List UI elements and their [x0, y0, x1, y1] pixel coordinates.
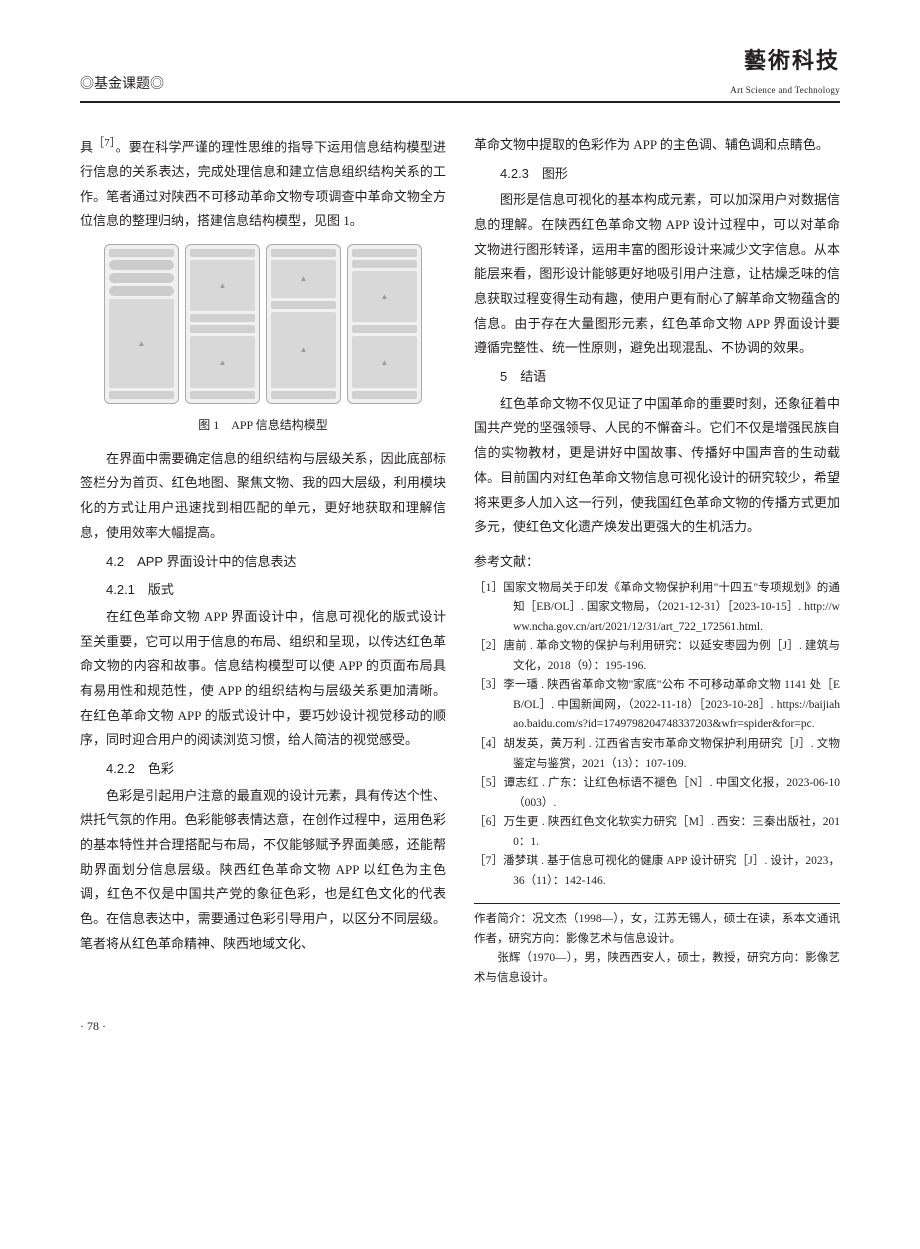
reference-item: ［1］国家文物局关于印发《革命文物保护利用"十四五"专项规划》的通知［EB/OL…	[474, 579, 840, 638]
left-column: 具［7］。要在科学严谨的理性思维的指导下运用信息结构模型进行信息的关系表达，完成…	[80, 133, 446, 989]
journal-logo: 藝術科技 Art Science and Technology	[730, 40, 840, 99]
paragraph: 在红色革命文物 APP 界面设计中，信息可视化的版式设计至关重要，它可以用于信息…	[80, 605, 446, 753]
right-column: 革命文物中提取的色彩作为 APP 的主色调、辅色调和点睛色。 4.2.3 图形 …	[474, 133, 840, 989]
phone-mock	[266, 244, 341, 404]
author-bio-label: 作者简介：	[474, 913, 532, 925]
heading-4-2: 4.2 APP 界面设计中的信息表达	[80, 550, 446, 575]
reference-item: ［4］胡发英，黄万利 . 江西省吉安市革命文物保护利用研究［J］. 文物鉴定与鉴…	[474, 735, 840, 774]
two-column-layout: 具［7］。要在科学严谨的理性思维的指导下运用信息结构模型进行信息的关系表达，完成…	[80, 133, 840, 989]
paragraph: 在界面中需要确定信息的组织结构与层级关系，因此底部标签栏分为首页、红色地图、聚焦…	[80, 447, 446, 546]
reference-item: ［2］唐前 . 革命文物的保护与利用研究：以延安枣园为例［J］. 建筑与文化，2…	[474, 637, 840, 676]
journal-subtitle: Art Science and Technology	[730, 82, 840, 99]
heading-5: 5 结语	[474, 365, 840, 390]
journal-name: 藝術科技	[730, 40, 840, 82]
page-header: ◎基金课题◎ 藝術科技 Art Science and Technology	[80, 40, 840, 103]
paragraph: 红色革命文物不仅见证了中国革命的重要时刻，还象征着中国共产党的坚强领导、人民的不…	[474, 392, 840, 540]
reference-item: ［7］潘梦琪 . 基于信息可视化的健康 APP 设计研究［J］. 设计，2023…	[474, 852, 840, 891]
reference-item: ［5］谭志红 . 广东：让红色标语不褪色［N］. 中国文化报，2023-06-1…	[474, 774, 840, 813]
text-run: 具	[80, 139, 93, 154]
reference-item: ［3］李一璠 . 陕西省革命文物"家底"公布 不可移动革命文物 1141 处［E…	[474, 676, 840, 735]
figure-caption: 图 1 APP 信息结构模型	[80, 414, 446, 437]
heading-4-2-3: 4.2.3 图形	[474, 162, 840, 187]
references-title: 参考文献：	[474, 550, 840, 575]
paragraph: 具［7］。要在科学严谨的理性思维的指导下运用信息结构模型进行信息的关系表达，完成…	[80, 133, 446, 234]
text-run: 。要在科学严谨的理性思维的指导下运用信息结构模型进行信息的关系表达，完成处理信息…	[80, 139, 446, 228]
phone-mock	[104, 244, 179, 404]
reference-item: ［6］万生更 . 陕西红色文化软实力研究［M］. 西安：三秦出版社，2010：1…	[474, 813, 840, 852]
author-bio: 作者简介：况文杰（1998—），女，江苏无锡人，硕士在读，系本文通讯作者，研究方…	[474, 910, 840, 949]
phone-mock	[347, 244, 422, 404]
author-bio: 张辉（1970—），男，陕西西安人，硕士，教授，研究方向：影像艺术与信息设计。	[474, 949, 840, 988]
section-label: ◎基金课题◎	[80, 72, 164, 99]
paragraph: 色彩是引起用户注意的最直观的设计元素，具有传达个性、烘托气氛的作用。色彩能够表情…	[80, 784, 446, 957]
citation-sup: ［7］	[93, 137, 115, 149]
author-bio-section: 作者简介：况文杰（1998—），女，江苏无锡人，硕士在读，系本文通讯作者，研究方…	[474, 903, 840, 988]
phone-mock	[185, 244, 260, 404]
paragraph: 革命文物中提取的色彩作为 APP 的主色调、辅色调和点睛色。	[474, 133, 840, 158]
heading-4-2-2: 4.2.2 色彩	[80, 757, 446, 782]
paragraph: 图形是信息可视化的基本构成元素，可以加深用户对数据信息的理解。在陕西红色革命文物…	[474, 188, 840, 361]
page-number: · 78 ·	[80, 1015, 840, 1038]
heading-4-2-1: 4.2.1 版式	[80, 578, 446, 603]
figure-app-wireframes	[80, 244, 446, 404]
